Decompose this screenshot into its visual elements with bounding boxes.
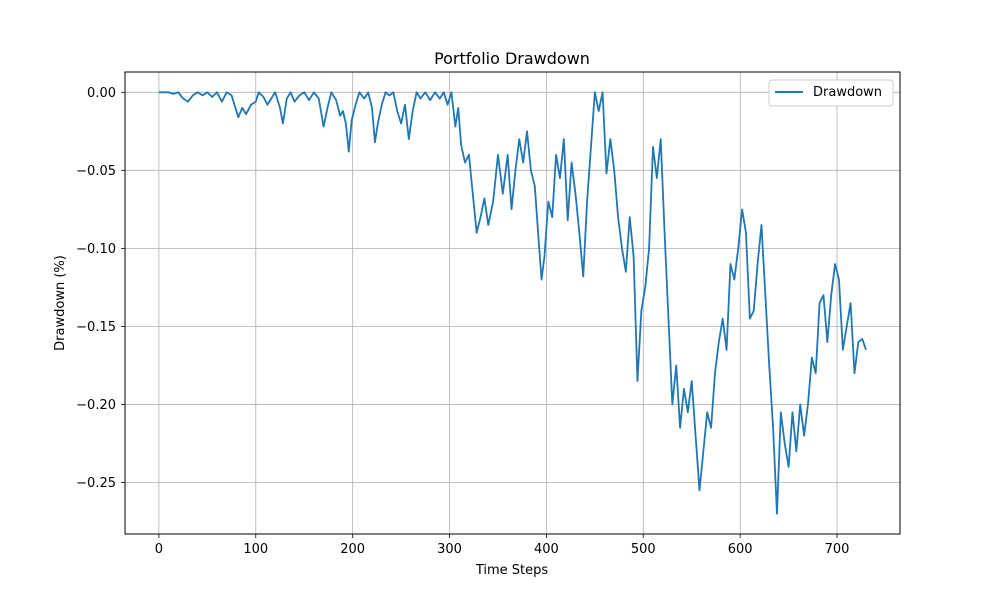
plot-frame — [124, 71, 901, 535]
y-tick-label: −0.15 — [76, 320, 116, 335]
y-tick-label: −0.25 — [76, 476, 116, 491]
x-tick-label: 600 — [728, 542, 753, 557]
plot-area — [125, 72, 900, 534]
y-tick-label: −0.05 — [76, 164, 116, 179]
y-axis-label: Drawdown (%) — [53, 255, 68, 351]
legend: Drawdown — [768, 79, 894, 107]
y-tick-label: −0.20 — [76, 398, 116, 413]
series-line-drawdown — [158, 91, 867, 515]
y-tick-label: 0.00 — [87, 86, 116, 101]
chart-title: Portfolio Drawdown — [434, 49, 590, 68]
x-axis-label: Time Steps — [475, 563, 549, 578]
x-tick-label: 700 — [825, 542, 850, 557]
y-tick-label: −0.10 — [76, 242, 116, 257]
x-tick-label: 200 — [340, 542, 365, 557]
axis-ticks: 0 100 200 300 400 500 600 700 0.00 −0.05 −0.10 −0.1… — [76, 86, 849, 557]
legend-box — [768, 79, 894, 107]
x-tick-label: 500 — [631, 542, 656, 557]
x-tick-label: 400 — [534, 542, 559, 557]
x-tick-label: 100 — [243, 542, 268, 557]
x-tick-label: 300 — [437, 542, 462, 557]
legend-label-drawdown: Drawdown — [813, 85, 882, 100]
x-tick-label: 0 — [155, 542, 163, 557]
series-layer — [158, 91, 867, 515]
grid-lines — [125, 72, 900, 534]
